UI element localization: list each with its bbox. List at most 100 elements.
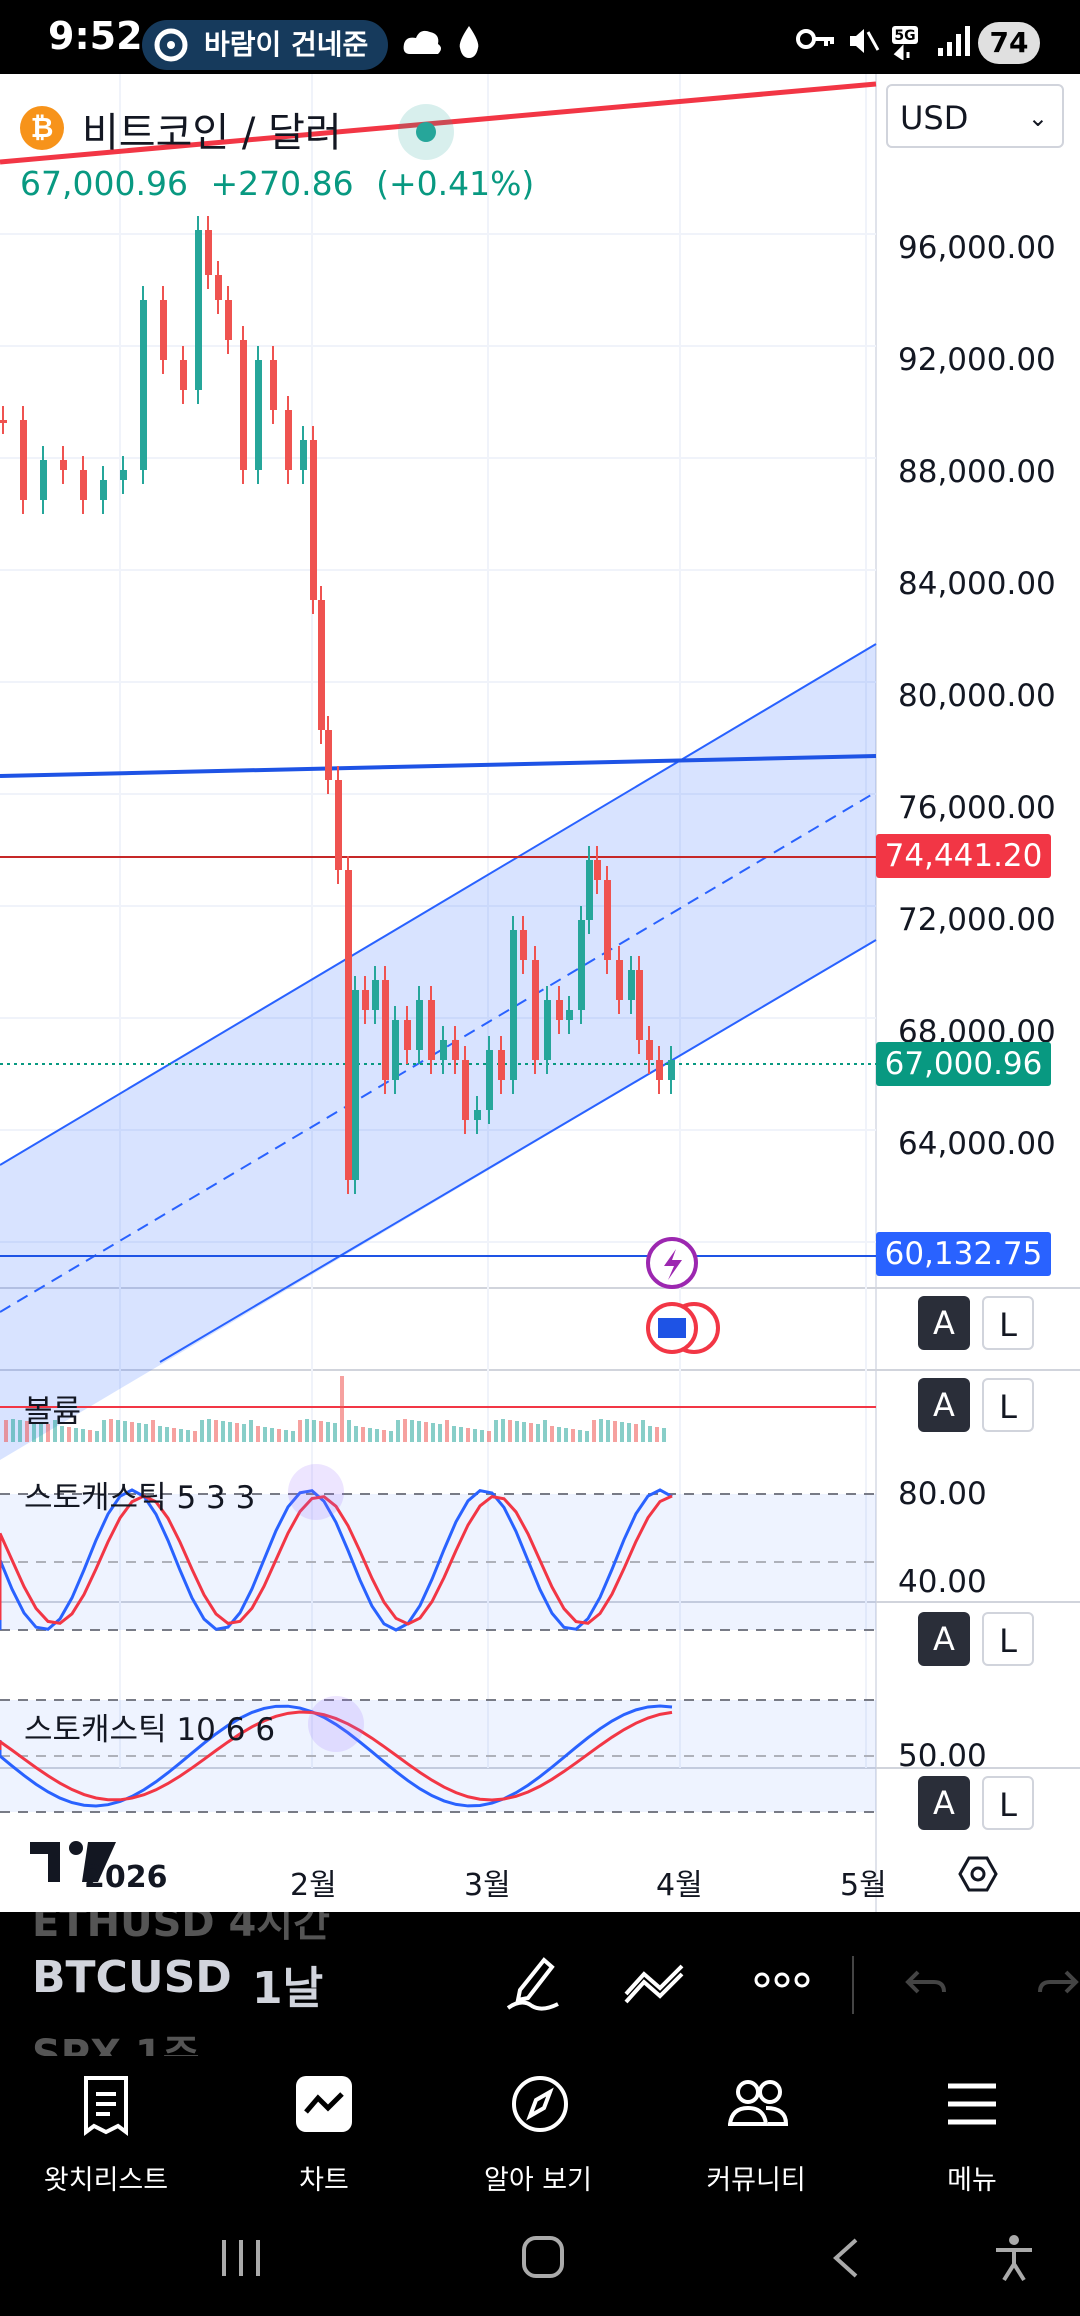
volume-bar [186, 1430, 190, 1442]
volume-bar [606, 1420, 610, 1442]
trend-line-blue [0, 754, 877, 778]
stoch2-label[interactable]: 스토캐스틱 10 6 6 [24, 1712, 276, 1748]
candle-body [586, 860, 593, 920]
nav-label: 차트 [299, 2165, 349, 2196]
candle-body [556, 1000, 563, 1020]
volume-bar [144, 1424, 148, 1442]
toolbar-divider [852, 1956, 854, 2014]
volume-bar [158, 1426, 162, 1442]
stoch2-refresh-icon[interactable] [308, 1696, 364, 1752]
volume-log-scale-button[interactable]: L [982, 1378, 1034, 1432]
currency-select[interactable]: USD ⌄ [886, 84, 1064, 148]
radio-notification[interactable]: 바람이 건네준 [142, 20, 388, 70]
volume-auto-scale-button[interactable]: A [918, 1378, 970, 1432]
volume-bar [403, 1419, 407, 1442]
candle-body [532, 960, 539, 1060]
current-interval[interactable]: 1날 [252, 1963, 324, 2014]
radio-icon [154, 28, 188, 62]
volume-bar [368, 1428, 372, 1442]
candle-body [416, 1000, 423, 1050]
auto-scale-button[interactable]: A [918, 1296, 970, 1350]
volume-bar [305, 1419, 309, 1442]
undo-icon[interactable] [904, 1968, 948, 2004]
candle-body [510, 930, 517, 1080]
nav-label: 왓치리스트 [43, 2165, 169, 2196]
ghost-watchlist-item: ETHUSD 4시간 [32, 1912, 330, 1946]
candle-body [474, 1110, 481, 1120]
recent-apps-icon[interactable] [218, 2238, 264, 2278]
resistance-price-tag: 74,441.20 [876, 834, 1051, 878]
volume-bar [662, 1428, 666, 1442]
stoch1-refresh-icon[interactable] [288, 1464, 344, 1520]
candle-body [240, 340, 247, 470]
candle-body [616, 960, 623, 1000]
drawing-pen-icon[interactable] [504, 1952, 562, 2014]
candle-body [215, 275, 222, 300]
ghost-watchlist-item: SPX 1주 [32, 2032, 200, 2056]
candle-body [566, 1010, 573, 1020]
volume-bar [557, 1427, 561, 1442]
stoch1-d-line [0, 1494, 673, 1626]
volume-bar [550, 1426, 554, 1442]
channel-mid-line [0, 791, 877, 1313]
stoch1-auto-scale-button[interactable]: A [918, 1612, 970, 1666]
redo-icon[interactable] [1036, 1968, 1080, 2004]
candle-body [578, 920, 585, 1010]
candle-body [160, 300, 167, 360]
volume-bar [333, 1423, 337, 1442]
volume-bar [354, 1426, 358, 1442]
us-flag-canton [658, 1318, 686, 1338]
svg-text:5G: 5G [894, 28, 915, 44]
volume-bar [270, 1428, 274, 1442]
nav-label: 메뉴 [947, 2165, 997, 2196]
current-symbol[interactable]: BTCUSD [32, 1952, 232, 2003]
chart-settings-icon[interactable] [958, 1854, 998, 1894]
volume-bar [571, 1429, 575, 1442]
community-icon [728, 2080, 788, 2126]
volume-bar [508, 1420, 512, 1442]
candle-body [140, 300, 147, 470]
volume-bar [620, 1422, 624, 1442]
back-icon[interactable] [830, 2236, 860, 2280]
stoch1-label[interactable]: 스토캐스틱 5 3 3 [24, 1480, 256, 1516]
log-scale-button[interactable]: L [982, 1296, 1034, 1350]
chart-canvas[interactable] [0, 74, 1080, 1912]
volume-bar [494, 1420, 498, 1442]
candle-body [120, 470, 127, 480]
more-icon[interactable] [754, 1970, 810, 1990]
stoch2-auto-scale-button[interactable]: A [918, 1776, 970, 1830]
chart-icon [296, 2076, 352, 2132]
candle-body [40, 460, 47, 500]
volume-bar [123, 1421, 127, 1442]
volume-bar [480, 1430, 484, 1442]
stoch1-log-scale-button[interactable]: L [982, 1612, 1034, 1666]
price-axis-label: 76,000.00 [898, 790, 1056, 826]
volume-bar [375, 1429, 379, 1442]
volume-bar [207, 1419, 211, 1442]
volume-bar [242, 1424, 246, 1442]
compass-icon [512, 2076, 568, 2132]
volume-bar [487, 1431, 491, 1442]
watchlist-icon [84, 2076, 128, 2136]
battery-indicator: 74 [978, 22, 1040, 64]
volume-bar [172, 1428, 176, 1442]
candle-body [100, 480, 107, 500]
drawing-tools-icon[interactable] [622, 1952, 688, 2008]
volume-bar [235, 1423, 239, 1442]
volume-bar [284, 1430, 288, 1442]
candle-body [604, 880, 611, 960]
candle-body [520, 930, 527, 960]
flash-icon [664, 1249, 682, 1280]
stoch2-log-scale-button[interactable]: L [982, 1776, 1034, 1830]
volume-label[interactable]: 볼륨 [24, 1394, 82, 1430]
candle-body [428, 1000, 435, 1060]
price-axis-label: 84,000.00 [898, 566, 1056, 602]
chart-panel[interactable]: ₿ 비트코인 / 달러 67,000.96 +270.86 (+0.41%) U… [0, 74, 1080, 1912]
home-icon[interactable] [520, 2234, 566, 2280]
menu-icon [948, 2083, 996, 2125]
accessibility-icon[interactable] [994, 2234, 1034, 2282]
volume-bar [445, 1420, 449, 1442]
price-axis-label: 72,000.00 [898, 902, 1056, 938]
candle-body [462, 1060, 469, 1120]
candle-body [60, 460, 67, 470]
